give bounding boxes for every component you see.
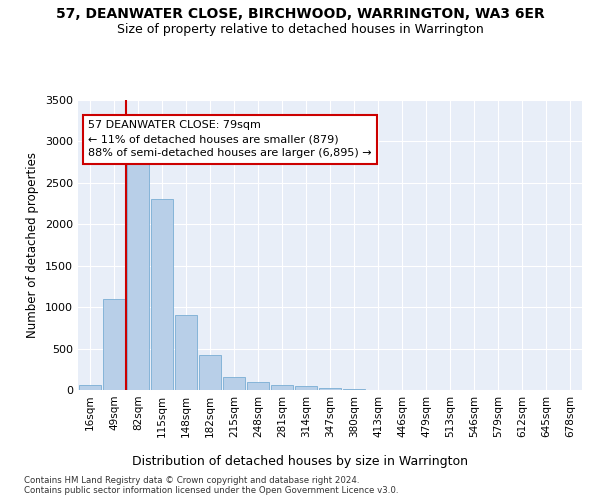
Bar bbox=[271, 384, 293, 390]
Bar bbox=[319, 388, 341, 390]
Text: 57, DEANWATER CLOSE, BIRCHWOOD, WARRINGTON, WA3 6ER: 57, DEANWATER CLOSE, BIRCHWOOD, WARRINGT… bbox=[56, 8, 544, 22]
Bar bbox=[223, 376, 245, 390]
Bar bbox=[199, 355, 221, 390]
Text: Distribution of detached houses by size in Warrington: Distribution of detached houses by size … bbox=[132, 454, 468, 468]
Bar bbox=[295, 386, 317, 390]
Text: Size of property relative to detached houses in Warrington: Size of property relative to detached ho… bbox=[116, 22, 484, 36]
Text: Contains HM Land Registry data © Crown copyright and database right 2024.
Contai: Contains HM Land Registry data © Crown c… bbox=[24, 476, 398, 495]
Bar bbox=[175, 316, 197, 390]
Bar bbox=[247, 382, 269, 390]
Bar bbox=[151, 200, 173, 390]
Bar bbox=[343, 389, 365, 390]
Y-axis label: Number of detached properties: Number of detached properties bbox=[26, 152, 40, 338]
Bar bbox=[103, 299, 125, 390]
Bar bbox=[79, 386, 101, 390]
Text: 57 DEANWATER CLOSE: 79sqm
← 11% of detached houses are smaller (879)
88% of semi: 57 DEANWATER CLOSE: 79sqm ← 11% of detac… bbox=[88, 120, 372, 158]
Bar bbox=[127, 162, 149, 390]
